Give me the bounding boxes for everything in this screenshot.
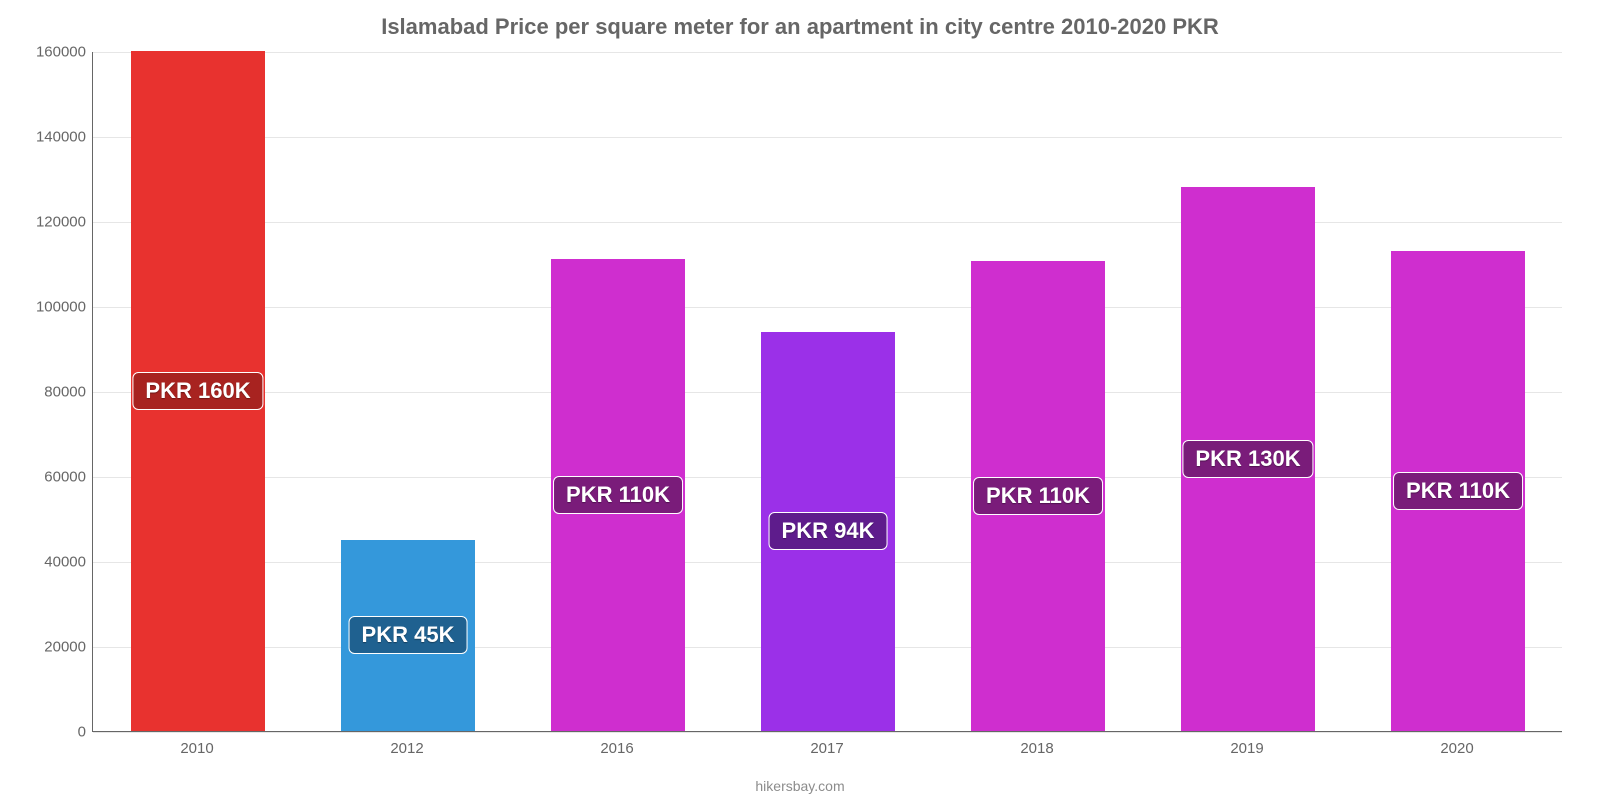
gridline [93,137,1562,138]
chart-credit: hikersbay.com [0,778,1600,794]
gridline [93,222,1562,223]
value-label-2020: PKR 110K [1393,472,1523,510]
plot-area: PKR 160K PKR 45K PKR 110K PKR 94K PKR 110K PK… [92,52,1562,732]
y-tick-label: 140000 [36,129,86,146]
x-tick-label: 2019 [1230,740,1263,757]
value-label-2017: PKR 94K [769,512,888,550]
gridline [93,52,1562,53]
x-tick-label: 2018 [1020,740,1053,757]
y-tick-label: 60000 [44,469,86,486]
value-label-2012: PKR 45K [349,616,468,654]
y-tick-label: 100000 [36,299,86,316]
x-tick-label: 2016 [600,740,633,757]
gridline [93,732,1562,733]
x-tick-label: 2010 [180,740,213,757]
gridline [93,307,1562,308]
y-tick-label: 0 [78,724,86,741]
chart-title: Islamabad Price per square meter for an … [0,14,1600,40]
y-tick-label: 160000 [36,44,86,61]
y-tick-label: 20000 [44,639,86,656]
value-label-2016: PKR 110K [553,476,683,514]
x-tick-label: 2020 [1440,740,1473,757]
y-tick-label: 120000 [36,214,86,231]
x-tick-label: 2017 [810,740,843,757]
x-tick-label: 2012 [390,740,423,757]
value-label-2019: PKR 130K [1182,440,1313,478]
y-tick-label: 80000 [44,384,86,401]
bar-chart: Islamabad Price per square meter for an … [0,0,1600,800]
y-tick-label: 40000 [44,554,86,571]
value-label-2010: PKR 160K [132,372,263,410]
value-label-2018: PKR 110K [973,477,1103,515]
